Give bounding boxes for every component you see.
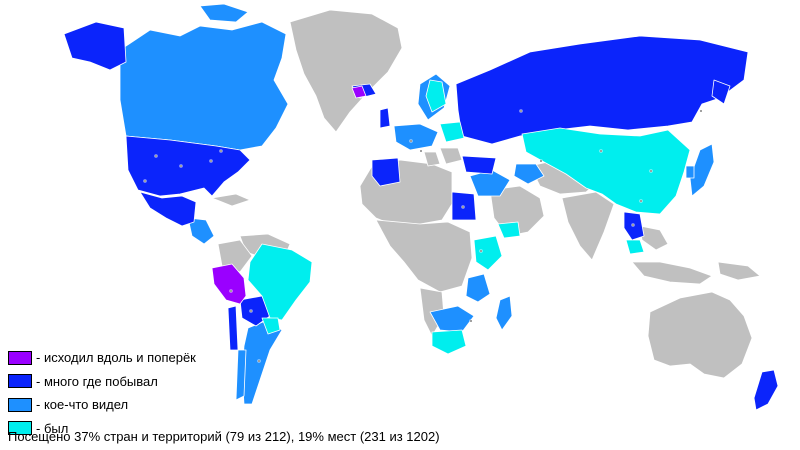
chile-north [227,305,239,351]
chile-south [235,349,247,401]
russia [455,35,749,145]
place-dot [154,154,158,158]
legend-item: - много где побывал [8,370,196,394]
mexico [139,191,197,227]
place-dot [229,289,233,293]
indonesia [631,261,713,285]
legend-swatch [8,350,32,365]
legend-item: - исходил вдоль и поперёк [8,346,196,370]
place-dot [249,309,253,313]
place-dot [409,139,413,143]
south-asia [561,191,615,261]
east-africa [465,273,491,303]
ethiopia-kenya [473,235,503,271]
place-dot [143,179,147,183]
place-dot [519,109,523,113]
western-europe [371,157,401,187]
balkans-gray [423,151,441,167]
legend-item: - кое-что видел [8,393,196,417]
south-korea [685,165,695,179]
place-dot [219,149,223,153]
place-dot [539,159,543,163]
place-dot [461,205,465,209]
place-dot [209,159,213,163]
canada [119,21,289,151]
china [521,127,691,215]
peru [211,263,247,305]
place-dot [649,169,653,173]
arabia-cyan [497,221,521,239]
place-dot [639,199,643,203]
ireland [351,85,367,99]
brazil [247,243,313,321]
place-dot [419,149,423,153]
canadian-islands [199,3,249,23]
eastern-europe-gray [439,147,463,165]
greenland [289,9,403,133]
legend-label: - много где побывал [36,373,158,389]
legend-label: - кое-что видел [36,397,129,413]
madagascar [495,295,513,331]
uruguay-paraguay [261,317,281,335]
uk [379,107,391,129]
visit-summary: Посещено 37% стран и территорий (79 из 2… [8,429,440,444]
place-dot [179,164,183,168]
new-guinea [717,261,761,281]
vietnam-cambodia [625,239,645,255]
legend-label: - исходил вдоль и поперёк [36,350,196,366]
colombia [217,239,253,273]
central-africa [375,219,473,293]
argentina [241,319,283,405]
place-dot [699,109,703,113]
legend-swatch [8,421,32,436]
usa [125,135,251,197]
legend-label: - был [36,420,69,436]
eastern-europe [439,121,465,143]
caribbean [211,193,251,207]
legend-swatch [8,397,32,412]
southern-africa-blue [429,305,475,333]
kamchatka [711,79,731,105]
place-dot [479,249,483,253]
central-europe [393,123,439,151]
turkey [461,155,497,175]
legend-item: - был [8,417,196,441]
place-dot [469,319,473,323]
level3-regions [119,3,715,405]
caucasus [513,163,545,185]
legend: - исходил вдоль и поперёк - много где по… [8,346,196,440]
legend-swatch [8,374,32,389]
central-america [187,217,215,245]
south-africa [431,329,467,355]
place-dot [257,359,261,363]
place-dot [599,149,603,153]
finland [425,79,447,113]
level4-regions [247,79,691,355]
southeast-asia [639,225,669,251]
australia [647,291,753,379]
visited-place-markers [143,109,703,363]
alaska [63,21,127,71]
level1-regions [211,85,367,305]
place-dot [631,223,635,227]
new-zealand [753,369,779,411]
